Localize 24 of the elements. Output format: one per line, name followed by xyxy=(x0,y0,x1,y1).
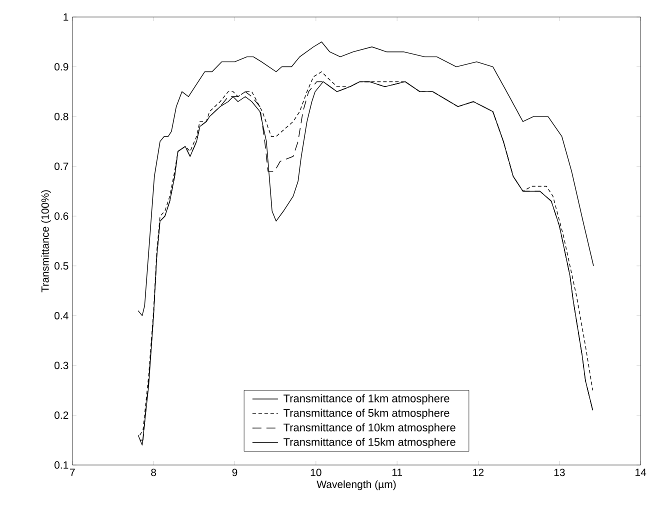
x-tick-label: 8 xyxy=(151,468,156,476)
y-tick-label: 0.7 xyxy=(54,162,68,170)
x-tick-label: 13 xyxy=(554,468,565,476)
legend-label: Transmittance of 15km atmosphere xyxy=(284,438,456,448)
x-tick-label: 11 xyxy=(392,468,402,476)
y-tick-label: 0.2 xyxy=(54,412,68,419)
x-tick-label: 14 xyxy=(636,468,646,476)
y-tick-label: 0.4 xyxy=(54,312,68,320)
x-axis-title: Wavelength (µm) xyxy=(316,480,396,490)
y-axis-title: Transmittance (100%) xyxy=(41,190,51,292)
x-tick-label: 7 xyxy=(70,468,75,476)
y-tick-label: 0.1 xyxy=(54,461,68,469)
y-tick-label: 0.3 xyxy=(54,362,68,370)
y-tick-label: 0.9 xyxy=(54,63,68,71)
legend-label: Transmittance of 10km atmosphere xyxy=(284,423,456,434)
x-tick-label: 12 xyxy=(473,468,484,476)
y-tick-label: 0.5 xyxy=(54,262,68,270)
y-tick-label: 0.8 xyxy=(54,112,68,120)
y-tick-label: 1 xyxy=(64,13,68,21)
x-tick-label: 9 xyxy=(232,468,238,476)
legend-label: Transmittance of 1km atmosphere xyxy=(284,394,450,404)
y-tick-label: 0.6 xyxy=(54,212,68,220)
x-tick-label: 10 xyxy=(310,468,322,476)
legend-label: Transmittance of 5km atmosphere xyxy=(284,408,450,420)
